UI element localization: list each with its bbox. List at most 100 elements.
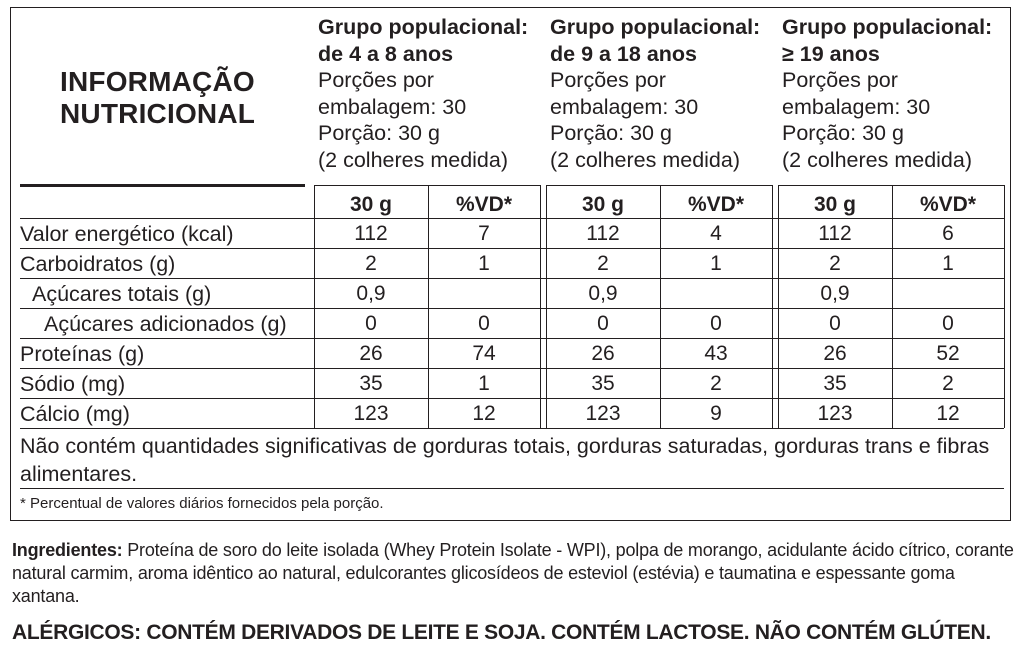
cell-amount: 35 <box>823 372 847 395</box>
cell-amount: 2 <box>829 252 841 275</box>
nutrient-label: Carboidratos (g) <box>20 252 176 276</box>
cell-daily-value: 12 <box>472 402 496 425</box>
group-header-1: Grupo populacional: de 4 a 8 anos Porçõe… <box>318 14 543 173</box>
cell-daily-value: 74 <box>472 342 496 365</box>
cell-amount: 112 <box>354 222 388 245</box>
cell-amount: 0 <box>365 312 377 335</box>
group-header-2: Grupo populacional: de 9 a 18 anos Porçõ… <box>550 14 775 173</box>
serving-size: Porção: 30 g <box>782 121 904 145</box>
cell-amount: 123 <box>585 402 621 425</box>
row-rule <box>20 338 1004 339</box>
portions-line-2: embalagem: 30 <box>318 94 467 119</box>
cell-amount: 35 <box>359 372 383 395</box>
cell-daily-value: 9 <box>710 402 722 425</box>
cell-daily-value: 52 <box>936 342 960 365</box>
ingredients-label: Ingredientes: <box>12 540 123 560</box>
column-rule <box>314 185 315 428</box>
nutrient-label: Açúcares adicionados (g) <box>44 312 287 336</box>
cell-daily-value: 4 <box>710 222 722 245</box>
nutrient-label: Açúcares totais (g) <box>32 282 212 306</box>
table-border-left <box>10 7 11 521</box>
row-rule <box>20 248 1004 249</box>
cell-daily-value: 1 <box>942 252 954 275</box>
group-name-line-2: de 9 a 18 anos <box>550 41 697 66</box>
column-rule <box>540 185 541 428</box>
cell-daily-value: 0 <box>478 312 490 335</box>
cell-daily-value: 0 <box>942 312 954 335</box>
title-line-1: INFORMAÇÃO <box>60 66 255 97</box>
group-header-3: Grupo populacional: ≥ 19 anos Porções po… <box>782 14 1007 173</box>
cell-amount: 123 <box>817 402 853 425</box>
group-name-line-2: de 4 a 8 anos <box>318 41 454 66</box>
table-border-right <box>1010 7 1011 521</box>
portions-line-2: embalagem: 30 <box>550 94 699 119</box>
column-rule <box>772 185 773 428</box>
cell-amount: 0,9 <box>356 282 386 305</box>
cell-daily-value: 1 <box>478 252 490 275</box>
cell-amount: 0 <box>829 312 841 335</box>
column-rule <box>778 185 779 428</box>
footnote-rule <box>20 488 1004 489</box>
row-rule <box>20 278 1004 279</box>
cell-amount: 35 <box>591 372 615 395</box>
ingredients-text: Ingredientes: Proteína de soro do leite … <box>12 539 1017 608</box>
cell-daily-value: 2 <box>710 372 722 395</box>
header-top-rule <box>778 185 1004 186</box>
col-header-amount-2: 30 g <box>581 193 625 216</box>
cell-amount: 0,9 <box>588 282 618 305</box>
column-rule <box>660 185 661 428</box>
cell-amount: 0,9 <box>820 282 850 305</box>
header-bottom-rule <box>20 218 1004 219</box>
group-name-line-2: ≥ 19 anos <box>782 41 880 66</box>
row-rule <box>20 428 1004 429</box>
col-header-dv-1: %VD* <box>455 193 513 216</box>
column-rule <box>1004 185 1005 428</box>
column-rule <box>428 185 429 428</box>
allergens-warning: ALÉRGICOS: CONTÉM DERIVADOS DE LEITE E S… <box>12 621 991 644</box>
cell-amount: 112 <box>586 222 620 245</box>
cell-amount: 123 <box>353 402 389 425</box>
group-name-line-1: Grupo populacional: <box>782 15 993 39</box>
cell-amount: 112 <box>818 222 852 245</box>
cell-amount: 26 <box>359 342 383 365</box>
cell-amount: 0 <box>597 312 609 335</box>
cell-amount: 26 <box>591 342 615 365</box>
column-rule <box>892 185 893 428</box>
column-rule <box>546 185 547 428</box>
serving-size: Porção: 30 g <box>318 121 440 145</box>
cell-daily-value: 6 <box>942 222 954 245</box>
group-name-line-1: Grupo populacional: <box>550 15 761 39</box>
cell-daily-value: 1 <box>710 252 722 275</box>
portions-line-1: Porções por <box>318 68 434 92</box>
title-line-2: NUTRICIONAL <box>60 98 256 129</box>
portions-line-1: Porções por <box>550 68 666 92</box>
row-rule <box>20 368 1004 369</box>
cell-daily-value: 43 <box>704 342 728 365</box>
nutrient-label: Cálcio (mg) <box>20 402 130 426</box>
nutrient-note: Não contém quantidades significativas de… <box>20 434 990 486</box>
portions-line-1: Porções por <box>782 68 898 92</box>
cell-amount: 2 <box>597 252 609 275</box>
group-name-line-1: Grupo populacional: <box>318 15 529 39</box>
row-rule <box>20 398 1004 399</box>
serving-size: Porção: 30 g <box>550 121 672 145</box>
col-header-amount-3: 30 g <box>813 193 857 216</box>
cell-daily-value: 0 <box>710 312 722 335</box>
nutrient-label: Valor energético (kcal) <box>20 222 234 246</box>
portions-line-2: embalagem: 30 <box>782 94 931 119</box>
cell-daily-value: 2 <box>942 372 954 395</box>
cell-amount: 2 <box>365 252 377 275</box>
nutrition-table-title: INFORMAÇÃO NUTRICIONAL <box>60 66 255 130</box>
footnote: * Percentual de valores diários fornecid… <box>20 495 384 512</box>
serving-measure: (2 colheres medida) <box>782 147 973 172</box>
header-top-rule <box>546 185 772 186</box>
cell-daily-value: 1 <box>478 372 490 395</box>
nutrient-label: Sódio (mg) <box>20 372 126 396</box>
col-header-dv-3: %VD* <box>919 193 977 216</box>
col-header-amount-1: 30 g <box>349 193 393 216</box>
cell-daily-value: 7 <box>478 222 490 245</box>
ingredients-list: Proteína de soro do leite isolada (Whey … <box>12 540 1014 606</box>
serving-measure: (2 colheres medida) <box>550 147 741 172</box>
nutrient-label: Proteínas (g) <box>20 342 145 366</box>
title-underline <box>20 184 305 187</box>
